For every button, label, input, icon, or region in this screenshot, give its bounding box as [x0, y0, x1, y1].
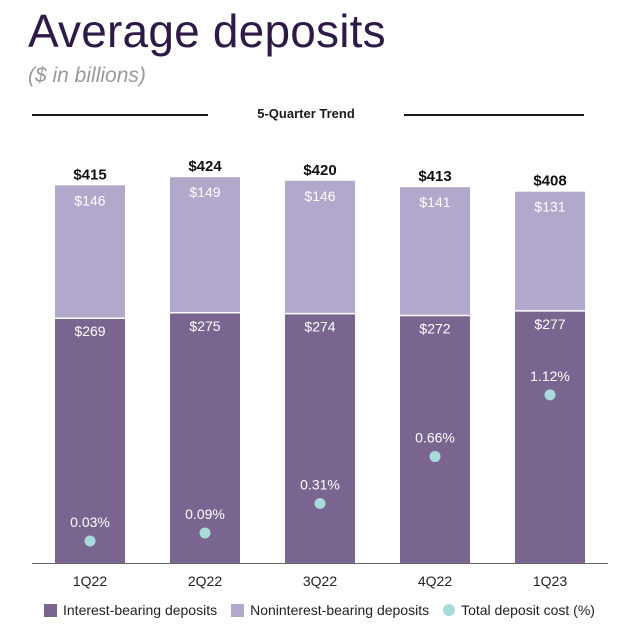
dot-deposit-cost-1Q22: [84, 535, 96, 547]
trend-divider-left: [32, 114, 208, 116]
bar-noninterest-bearing-2Q22: [170, 177, 240, 313]
label-interest-bearing-4Q22: $272: [419, 320, 450, 336]
bar-interest-bearing-3Q22: [285, 313, 355, 563]
x-tick-1Q23: 1Q23: [533, 573, 567, 589]
label-noninterest-bearing-2Q22: $149: [189, 184, 220, 200]
bar-noninterest-bearing-4Q22: [400, 187, 470, 316]
label-interest-bearing-1Q23: $277: [534, 316, 565, 332]
x-tick-2Q22: 2Q22: [188, 573, 222, 589]
x-tick-4Q22: 4Q22: [418, 573, 452, 589]
label-interest-bearing-1Q22: $269: [74, 323, 105, 339]
bar-noninterest-bearing-1Q22: [55, 185, 125, 319]
bar-interest-bearing-2Q22: [170, 312, 240, 563]
trend-divider-right: [404, 114, 584, 116]
page-subtitle: ($ in billions): [28, 64, 146, 87]
label-total-1Q23: $408: [533, 173, 566, 190]
dot-deposit-cost-1Q23: [544, 389, 556, 401]
x-tick-3Q22: 3Q22: [303, 573, 337, 589]
label-deposit-cost-3Q22: 0.31%: [300, 476, 340, 492]
page-title: Average deposits: [28, 5, 386, 57]
label-noninterest-bearing-1Q22: $146: [74, 192, 105, 208]
legend-label-noninterest-bearing: Noninterest-bearing deposits: [250, 602, 430, 618]
label-deposit-cost-1Q22: 0.03%: [70, 514, 110, 530]
legend-label-deposit-cost: Total deposit cost (%): [461, 602, 595, 618]
label-total-3Q22: $420: [303, 162, 336, 179]
label-interest-bearing-3Q22: $274: [304, 319, 335, 335]
bar-interest-bearing-1Q23: [515, 310, 585, 563]
legend-item-interest-bearing: Interest-bearing deposits: [44, 602, 217, 618]
legend-item-deposit-cost: Total deposit cost (%): [443, 602, 595, 618]
label-deposit-cost-2Q22: 0.09%: [185, 506, 225, 522]
label-total-1Q22: $415: [73, 166, 106, 183]
dot-deposit-cost-3Q22: [314, 497, 326, 509]
trend-label: 5-Quarter Trend: [257, 106, 355, 121]
label-interest-bearing-2Q22: $275: [189, 318, 220, 334]
bar-interest-bearing-4Q22: [400, 315, 470, 563]
dot-deposit-cost-4Q22: [429, 451, 441, 463]
bar-noninterest-bearing-3Q22: [285, 180, 355, 314]
legend-label-interest-bearing: Interest-bearing deposits: [63, 602, 218, 618]
bar-interest-bearing-1Q22: [55, 318, 125, 563]
label-total-4Q22: $413: [418, 168, 451, 185]
bar-noninterest-bearing-1Q23: [515, 191, 585, 311]
label-deposit-cost-1Q23: 1.12%: [530, 368, 570, 384]
label-deposit-cost-4Q22: 0.66%: [415, 430, 455, 446]
legend-swatch-interest-bearing: [44, 603, 57, 617]
legend-swatch-noninterest-bearing: [231, 603, 245, 617]
deposits-chart: $269 $146 $415 0.03% 1Q22 $275 $149 $424 0.09% 2Q…: [32, 158, 608, 589]
dot-deposit-cost-2Q22: [199, 527, 211, 539]
label-noninterest-bearing-3Q22: $146: [304, 188, 335, 204]
legend-dot-deposit-cost: [443, 604, 456, 616]
label-noninterest-bearing-4Q22: $141: [419, 194, 450, 210]
chart-legend: Interest-bearing deposits Noninterest-be…: [44, 602, 609, 618]
legend-item-noninterest-bearing: Noninterest-bearing deposits: [231, 602, 429, 618]
label-total-2Q22: $424: [188, 158, 222, 175]
x-tick-1Q22: 1Q22: [73, 573, 107, 589]
label-noninterest-bearing-1Q23: $131: [534, 199, 565, 215]
